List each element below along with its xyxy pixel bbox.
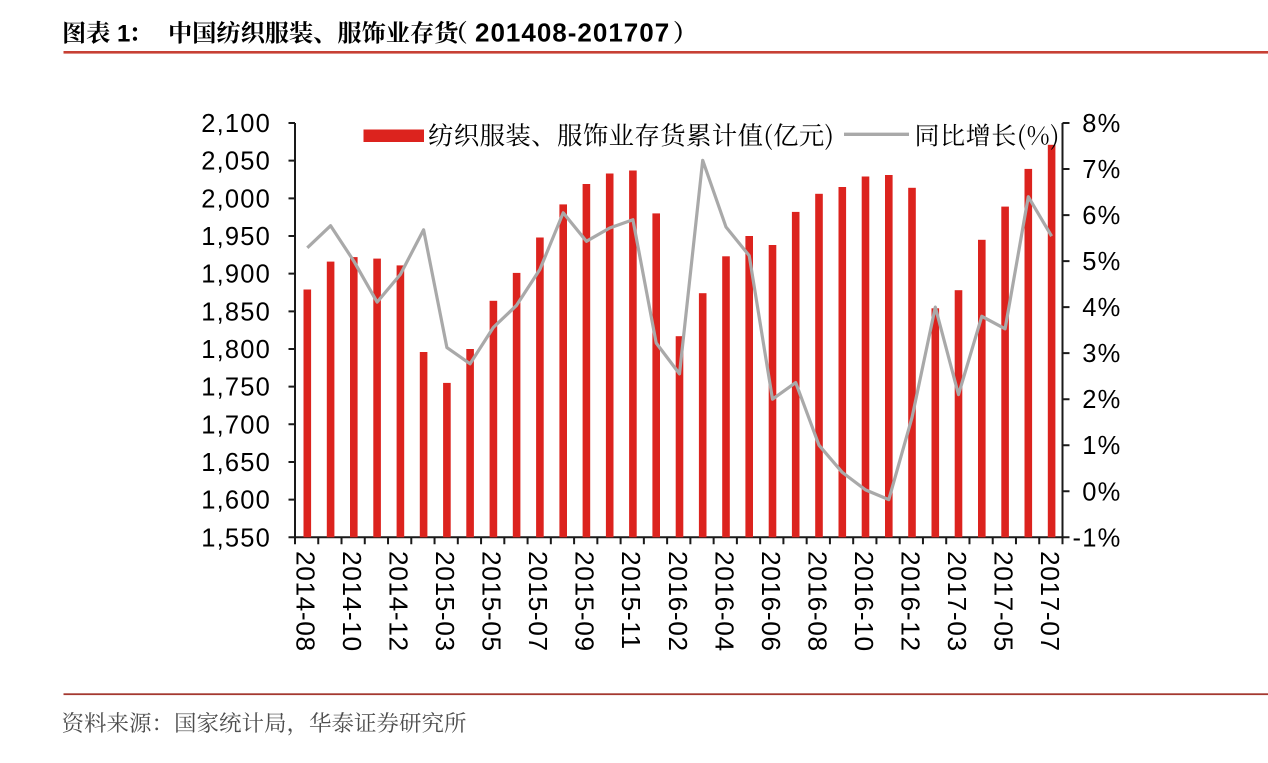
svg-text:6%: 6% xyxy=(1082,202,1121,230)
svg-text:2015-03: 2015-03 xyxy=(430,551,460,652)
svg-text:2016-10: 2016-10 xyxy=(849,551,879,652)
svg-text:5%: 5% xyxy=(1082,248,1121,276)
svg-text:2015-05: 2015-05 xyxy=(477,551,507,652)
svg-text:2017-07: 2017-07 xyxy=(1035,551,1065,652)
svg-text:-1%: -1% xyxy=(1073,524,1122,552)
svg-text:1,550: 1,550 xyxy=(201,524,271,552)
svg-text:2016-04: 2016-04 xyxy=(709,551,739,652)
svg-text:1%: 1% xyxy=(1082,432,1121,460)
svg-text:7%: 7% xyxy=(1082,156,1121,184)
svg-text:1,750: 1,750 xyxy=(201,374,271,402)
svg-text:0%: 0% xyxy=(1082,478,1121,506)
svg-text:1,800: 1,800 xyxy=(201,336,271,364)
svg-text:2017-03: 2017-03 xyxy=(942,551,972,652)
svg-text:2016-08: 2016-08 xyxy=(802,551,832,652)
svg-text:1,600: 1,600 xyxy=(201,487,271,515)
svg-text:4%: 4% xyxy=(1082,294,1121,322)
svg-text:1,700: 1,700 xyxy=(201,411,271,439)
svg-text:2014-08: 2014-08 xyxy=(291,551,321,652)
svg-text:201408-201707: 201408-201707 xyxy=(475,18,670,48)
svg-text:2016-02: 2016-02 xyxy=(663,551,693,652)
svg-text:3%: 3% xyxy=(1082,340,1121,368)
svg-text:1: 1 xyxy=(117,21,130,48)
svg-text:1,850: 1,850 xyxy=(201,298,271,326)
svg-text:2,100: 2,100 xyxy=(201,110,271,138)
svg-text:2015-07: 2015-07 xyxy=(523,551,553,652)
svg-text:2015-09: 2015-09 xyxy=(570,551,600,652)
svg-text:8%: 8% xyxy=(1082,110,1121,138)
svg-text:2015-11: 2015-11 xyxy=(616,551,646,650)
svg-text:1,650: 1,650 xyxy=(201,449,271,477)
svg-text:2016-12: 2016-12 xyxy=(895,551,925,652)
svg-text:2,050: 2,050 xyxy=(201,148,271,176)
svg-text:1,950: 1,950 xyxy=(201,223,271,251)
svg-text:2017-05: 2017-05 xyxy=(988,551,1018,652)
svg-text:2016-06: 2016-06 xyxy=(756,551,786,652)
svg-text:1,900: 1,900 xyxy=(201,261,271,289)
svg-text:2014-12: 2014-12 xyxy=(384,551,414,652)
svg-text:2,000: 2,000 xyxy=(201,185,271,213)
svg-text:2%: 2% xyxy=(1082,386,1121,414)
svg-text:2014-10: 2014-10 xyxy=(337,551,367,652)
